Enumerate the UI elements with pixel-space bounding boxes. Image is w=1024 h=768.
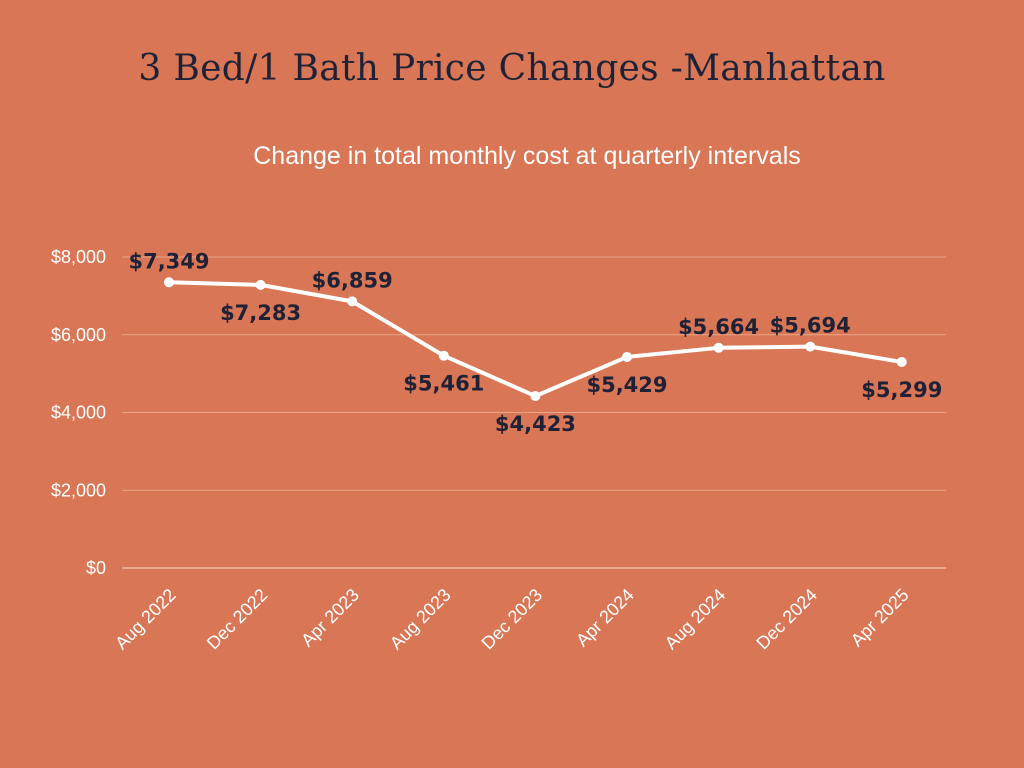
x-tick-label: Aug 2024 [661,585,730,654]
x-tick-label: Apr 2024 [572,585,638,651]
data-label: $5,429 [586,373,667,397]
data-point [530,391,541,402]
x-tick-label: Apr 2025 [847,585,913,651]
data-point [805,341,816,352]
x-tick-label: Dec 2022 [203,585,272,654]
chart-title: 3 Bed/1 Bath Price Changes -Manhattan [138,48,886,89]
y-tick-label: $0 [86,558,106,578]
data-point [896,357,907,368]
data-label: $5,694 [770,314,851,338]
y-tick-label: $2,000 [51,480,106,500]
data-point [713,342,724,353]
data-label: $6,859 [312,268,393,292]
x-tick-label: Dec 2023 [478,585,547,654]
data-label: $5,461 [403,372,484,396]
x-tick-label: Apr 2023 [297,585,363,651]
y-tick-label: $4,000 [51,403,106,423]
y-tick-label: $8,000 [51,247,106,267]
data-point [255,279,266,290]
data-point [438,350,449,361]
data-label: $5,664 [678,315,759,339]
data-label: $7,349 [128,249,209,273]
chart-subtitle: Change in total monthly cost at quarterl… [253,142,801,170]
x-tick-label: Dec 2024 [752,585,821,654]
x-tick-label: Aug 2022 [111,585,180,654]
series-line [167,280,904,399]
data-label: $7,283 [220,301,301,325]
data-point [164,277,174,288]
data-point [347,296,358,307]
y-tick-label: $6,000 [51,325,106,345]
data-label: $5,299 [861,378,942,402]
data-point [622,351,632,362]
x-tick-label: Aug 2023 [386,585,455,654]
data-label: $4,423 [495,412,576,436]
